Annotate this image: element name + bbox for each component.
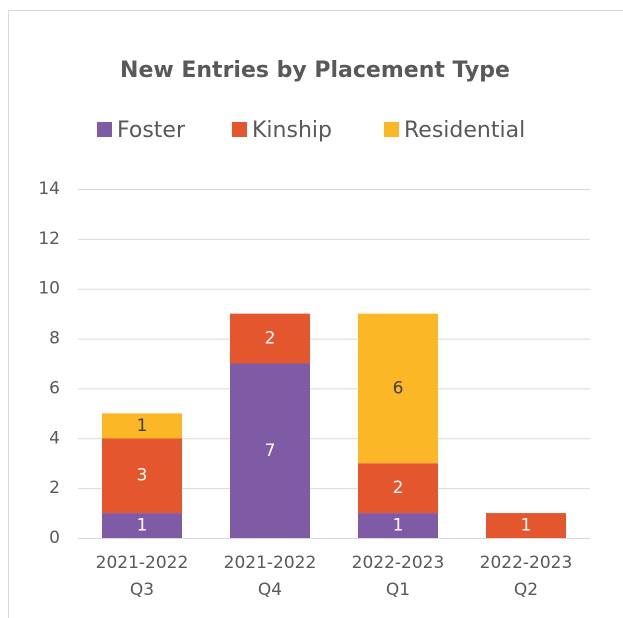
bar-segment [230, 363, 310, 538]
bar-segment [102, 438, 182, 514]
legend-swatch [232, 122, 247, 137]
data-label: 1 [137, 416, 148, 436]
bar-segment [486, 513, 566, 538]
bar-segment [230, 313, 310, 364]
legend-swatch [97, 122, 112, 137]
y-tick-label: 8 [49, 329, 60, 349]
data-label: 1 [137, 516, 148, 536]
bar-segment [358, 463, 438, 514]
y-tick-label: 10 [38, 279, 60, 299]
bar-segment [102, 413, 182, 439]
legend-label: Foster [117, 118, 186, 143]
data-label: 3 [137, 466, 148, 486]
data-label: 6 [393, 378, 404, 398]
x-tick-label: 2022-2023 Q1 [351, 553, 445, 600]
x-tick-label: 2022-2023 Q2 [479, 553, 573, 600]
y-tick-label: 14 [38, 179, 60, 199]
legend-label: Kinship [252, 118, 332, 143]
bar-segment [358, 513, 438, 538]
y-tick-label: 6 [49, 378, 60, 398]
legend-swatch [384, 122, 399, 137]
legend-label: Residential [404, 118, 525, 143]
x-tick-label: 2021-2022 Q3 [95, 553, 189, 600]
y-tick-label: 12 [38, 229, 60, 249]
data-label: 1 [393, 516, 404, 536]
x-tick-label: 2021-2022 Q4 [223, 553, 317, 600]
data-label: 1 [521, 516, 532, 536]
y-tick-label: 4 [49, 428, 60, 448]
chart-title: New Entries by Placement Type [120, 58, 510, 83]
data-label: 2 [265, 329, 276, 349]
bar-segment [358, 313, 438, 464]
data-label: 7 [265, 441, 276, 461]
bar-segment [102, 513, 182, 538]
data-label: 2 [393, 478, 404, 498]
chart-frame [8, 10, 623, 618]
y-tick-label: 0 [49, 528, 60, 548]
y-tick-label: 2 [49, 478, 60, 498]
